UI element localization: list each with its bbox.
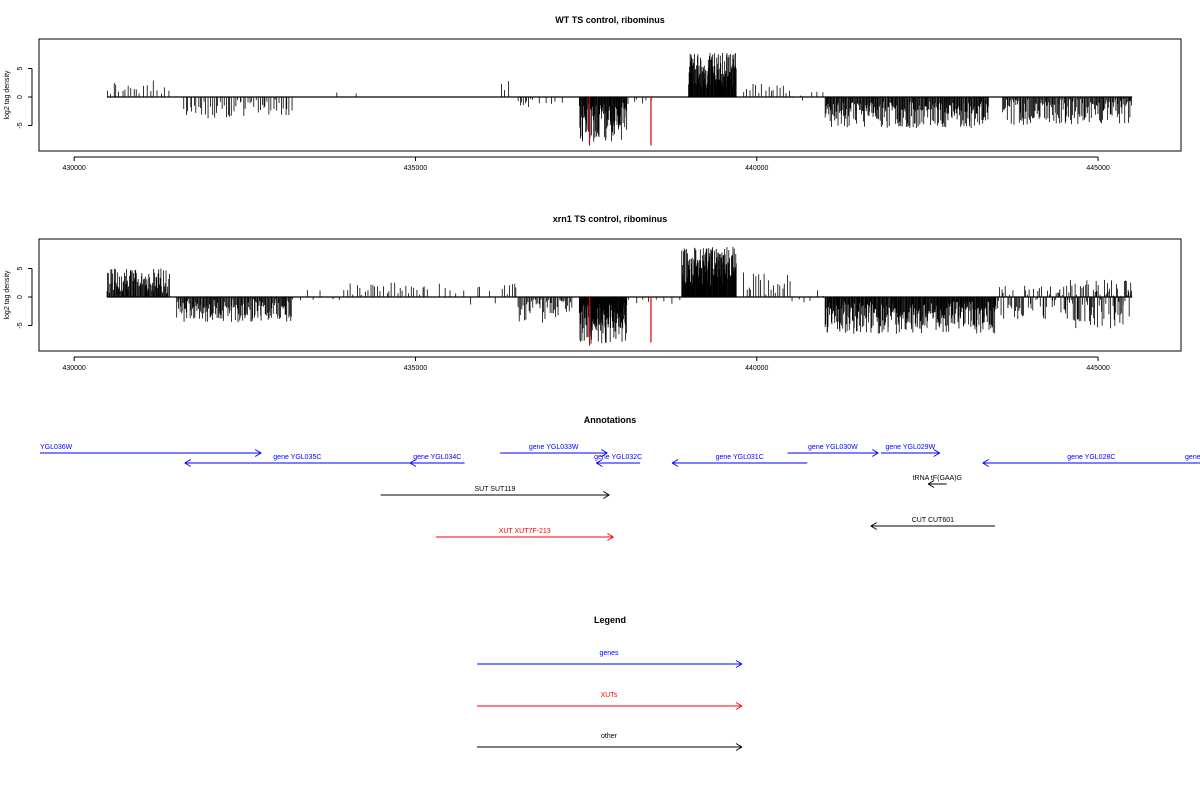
annotation-label: gene YGL032C [594, 454, 642, 461]
panel-wt-axes: 430000 435000 440000 445000 -5 0 5 [17, 66, 1110, 172]
legend-arrow [477, 660, 743, 668]
panel-xrn1: xrn1 TS control, ribominus log2 tag dens… [4, 214, 1182, 372]
annotations-title: Annotations [584, 415, 637, 425]
annotation-label: gene YGL034C [413, 454, 461, 461]
annotation-label: gene YGL031C [716, 454, 764, 461]
annotation-arrow [927, 480, 947, 488]
annotation-label: gene YGL027C [1185, 454, 1200, 461]
y-tick-label: 0 [17, 295, 24, 299]
annotation-tracks: YGL036W gene YGL035C gene YGL034C gene YGL0… [40, 444, 1200, 541]
panel-xrn1-bars [106, 246, 1133, 346]
annotation-arrow [435, 533, 614, 541]
annotation-arrow [671, 459, 808, 467]
annotation-label: YGL036W [40, 444, 73, 451]
annotation-arrow [596, 459, 641, 467]
x-tick-label: 430000 [62, 365, 85, 372]
annotation-label: XUT XUT7F-213 [499, 528, 551, 535]
annotation-label: CUT CUT601 [912, 517, 954, 524]
x-tick-label: 430000 [62, 165, 85, 172]
annotation-arrow [380, 491, 610, 499]
annotation-arrow [787, 449, 879, 457]
legend-label: XUTs [601, 692, 618, 699]
annotation-arrow [870, 522, 996, 530]
x-tick-label: 435000 [404, 165, 427, 172]
x-tick-label: 435000 [404, 365, 427, 372]
x-tick-label: 440000 [745, 365, 768, 372]
annotation-arrow [881, 449, 940, 457]
annotation-label: gene YGL029W [886, 444, 936, 451]
annotation-arrow [409, 459, 465, 467]
legend-label: other [601, 733, 618, 740]
annotation-label: tRNA tF(GAA)G [913, 475, 962, 482]
panel-xrn1-axes: 430000 435000 440000 445000 -5 0 5 [17, 266, 1110, 372]
annotation-arrow [40, 449, 262, 457]
annotations-panel: Annotations YGL036W gene YGL035C gene YGL0… [40, 415, 1200, 541]
panel-wt-plot-frame [38, 38, 1182, 152]
y-tick-label: -5 [17, 122, 24, 128]
panel-xrn1-y-axis-label: log2 tag density [4, 270, 11, 320]
panel-wt: WT TS control, ribominus log2 tag densit… [4, 15, 1182, 172]
annotation-label: gene YGL035C [273, 454, 321, 461]
y-tick-label: 0 [17, 95, 24, 99]
x-tick-label: 445000 [1086, 165, 1109, 172]
panel-wt-bars [106, 52, 1133, 146]
annotation-label: gene YGL030W [808, 444, 858, 451]
y-tick-label: 5 [17, 66, 24, 70]
legend-label: genes [599, 650, 619, 657]
annotation-label: SUT SUT119 [474, 486, 515, 493]
annotation-label: gene YGL028C [1067, 454, 1115, 461]
annotation-arrow [500, 449, 608, 457]
panel-xrn1-plot-frame [38, 238, 1182, 352]
x-tick-label: 445000 [1086, 365, 1109, 372]
y-tick-label: 5 [17, 266, 24, 270]
legend-title: Legend [594, 615, 626, 625]
annotation-arrow [982, 459, 1200, 467]
annotation-label: gene YGL033W [529, 444, 579, 451]
panel-wt-y-axis-label: log2 tag density [4, 70, 11, 120]
annotation-arrow [184, 459, 410, 467]
legend-arrow [477, 743, 743, 751]
legend-entries: genes XUTs other [477, 650, 743, 751]
legend-panel: Legend genes XUTs other [477, 615, 743, 751]
x-tick-label: 440000 [745, 165, 768, 172]
panel-xrn1-title: xrn1 TS control, ribominus [553, 214, 668, 224]
y-tick-label: -5 [17, 322, 24, 328]
legend-arrow [477, 702, 743, 710]
panel-wt-title: WT TS control, ribominus [555, 15, 665, 25]
